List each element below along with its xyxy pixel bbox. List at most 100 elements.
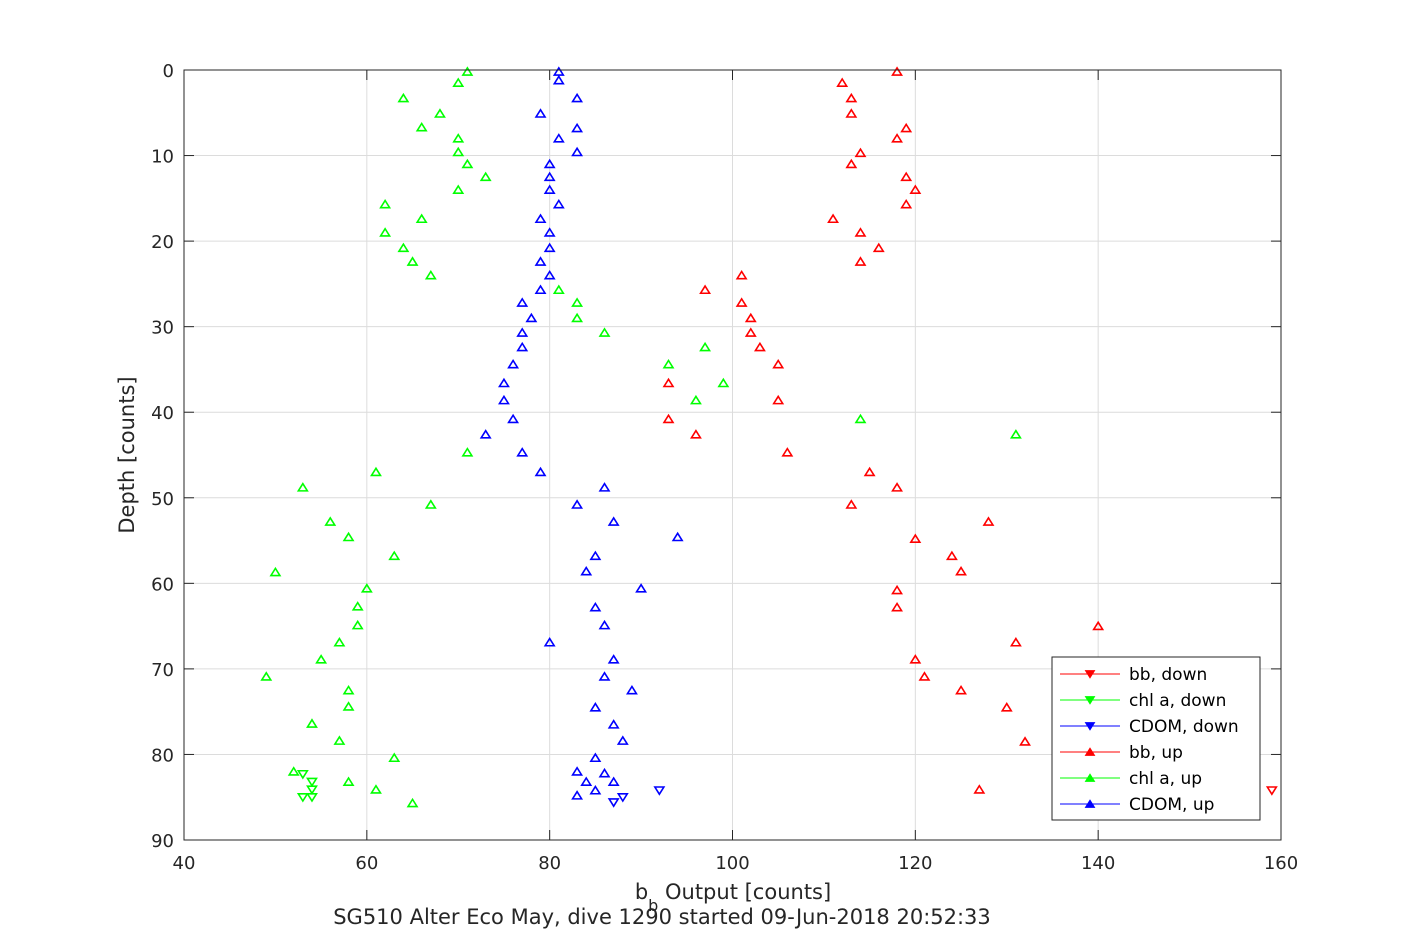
data-point-marker [516, 447, 529, 457]
data-point-marker [1265, 786, 1278, 796]
x-tick-label: 160 [1264, 853, 1298, 874]
data-point-marker [662, 377, 675, 388]
data-point-marker [571, 92, 584, 103]
data-point-marker [534, 213, 547, 224]
data-point-marker [543, 269, 556, 280]
legend-marker [1084, 696, 1096, 705]
data-point-marker [498, 394, 510, 405]
data-point-marker [900, 122, 913, 133]
axis-ticks [183, 69, 1282, 841]
legend-label: bb, down [1129, 665, 1207, 685]
data-point-marker [863, 466, 876, 477]
data-point-marker [589, 702, 602, 712]
data-point-marker [607, 776, 620, 786]
legend: bb, down chl a, down CDOM, down bb, up chl a… [1051, 656, 1261, 821]
data-point-marker [525, 312, 538, 323]
y-tick-label: 70 [151, 660, 174, 681]
data-point-marker [616, 793, 629, 803]
y-tick-label: 10 [151, 147, 174, 168]
legend-label: CDOM, up [1129, 795, 1214, 815]
data-markers [260, 66, 1278, 808]
y-tick-label: 90 [151, 831, 174, 852]
data-point-marker [461, 66, 474, 76]
data-point-marker [589, 601, 602, 612]
data-point-marker [589, 550, 602, 561]
data-point-marker [516, 341, 529, 352]
data-point-marker [260, 671, 273, 681]
x-tick-label: 80 [538, 853, 561, 874]
data-point-marker [854, 413, 867, 424]
data-point-marker [689, 394, 702, 405]
data-point-marker [507, 413, 520, 424]
data-point-marker [589, 785, 602, 795]
data-point-marker [351, 601, 364, 611]
data-point-marker [379, 198, 392, 209]
data-point-marker [296, 482, 309, 492]
data-point-marker [379, 227, 392, 237]
data-point-marker [872, 242, 885, 253]
data-point-marker [909, 184, 922, 194]
data-point-marker [571, 297, 584, 307]
data-point-marker [552, 198, 565, 209]
data-point-marker [452, 77, 465, 88]
data-point-marker [351, 619, 364, 630]
data-point-marker [571, 312, 584, 323]
data-point-marker [662, 413, 675, 424]
data-point-marker [571, 766, 584, 776]
legend-box [1051, 656, 1261, 821]
data-point-marker [753, 341, 766, 352]
data-point-marker [397, 92, 410, 103]
data-point-marker [406, 797, 419, 808]
data-point-marker [498, 377, 510, 388]
data-point-marker [287, 766, 300, 776]
legend-marker [1084, 747, 1096, 756]
data-point-marker [699, 341, 712, 352]
data-point-marker [516, 297, 529, 307]
data-point-marker [616, 735, 629, 745]
data-point-marker [543, 227, 556, 237]
data-point-marker [717, 377, 730, 388]
data-point-marker [598, 767, 611, 778]
data-point-marker [607, 719, 620, 729]
data-point-marker [845, 92, 858, 103]
data-point-marker [479, 171, 492, 182]
data-point-marker [406, 256, 419, 266]
data-point-marker [370, 466, 382, 477]
data-point-marker [333, 735, 346, 745]
x-tick-label: 100 [715, 853, 749, 874]
data-point-marker [342, 684, 355, 695]
data-point-marker [534, 108, 547, 118]
data-point-marker [945, 550, 958, 561]
data-point-marker [900, 198, 913, 209]
data-point-marker [854, 147, 867, 158]
data-point-marker [552, 284, 565, 295]
data-point-marker [424, 499, 437, 509]
data-point-marker [772, 394, 785, 405]
legend-label: bb, up [1129, 743, 1183, 763]
data-point-marker [1019, 736, 1031, 746]
data-point-marker [296, 793, 309, 803]
data-point-marker [607, 654, 620, 664]
data-point-marker [671, 531, 684, 542]
y-tick-label: 60 [151, 574, 174, 595]
y-tick-label: 80 [151, 745, 174, 766]
chart-caption: SG510 Alter Eco May, dive 1290 started 0… [333, 905, 991, 929]
data-point-marker [653, 786, 666, 796]
data-point-marker [699, 284, 712, 295]
data-point-marker [607, 516, 620, 526]
data-point-marker [598, 619, 611, 630]
data-point-marker [434, 108, 446, 118]
data-point-marker [854, 256, 867, 266]
data-point-marker [845, 499, 858, 509]
data-point-marker [543, 242, 556, 253]
data-point-marker [516, 327, 529, 337]
y-axis-title: Depth [counts] [115, 376, 139, 533]
legend-items: bb, down chl a, down CDOM, down bb, up chl a… [1060, 665, 1239, 815]
data-point-marker [1000, 702, 1013, 712]
x-axis-title: bb Output [counts] [635, 880, 831, 915]
data-point-marker [598, 327, 611, 337]
data-point-marker [534, 284, 547, 295]
data-point-marker [598, 671, 611, 681]
data-point-marker [772, 358, 785, 369]
